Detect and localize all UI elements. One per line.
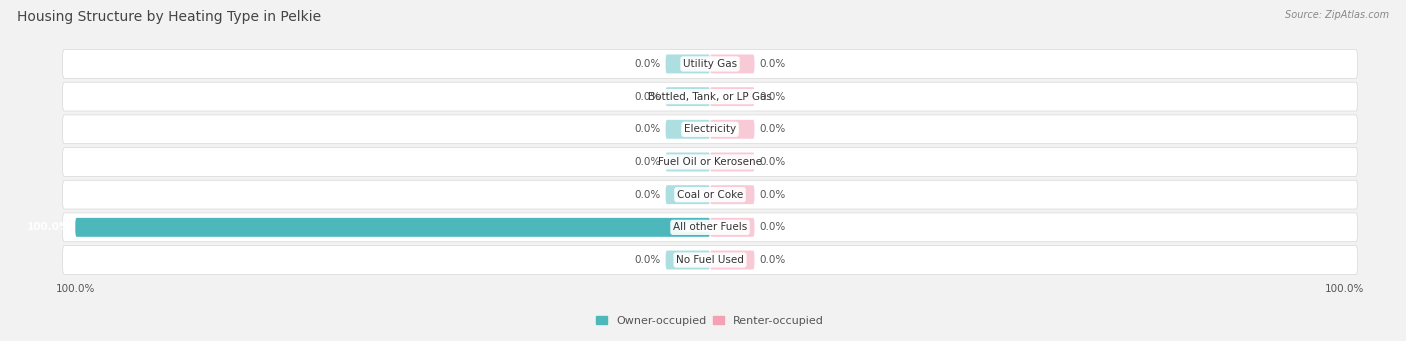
FancyBboxPatch shape (76, 218, 710, 237)
FancyBboxPatch shape (710, 87, 755, 106)
Text: No Fuel Used: No Fuel Used (676, 255, 744, 265)
Text: Coal or Coke: Coal or Coke (676, 190, 744, 199)
Text: 0.0%: 0.0% (634, 190, 661, 199)
FancyBboxPatch shape (682, 256, 738, 264)
Text: 0.0%: 0.0% (759, 59, 786, 69)
FancyBboxPatch shape (682, 60, 738, 68)
FancyBboxPatch shape (682, 125, 738, 134)
FancyBboxPatch shape (63, 213, 1357, 242)
FancyBboxPatch shape (682, 190, 738, 199)
FancyBboxPatch shape (710, 251, 755, 269)
Text: 100.0%: 100.0% (27, 222, 70, 232)
Text: 0.0%: 0.0% (634, 59, 661, 69)
Text: 0.0%: 0.0% (759, 92, 786, 102)
Text: Bottled, Tank, or LP Gas: Bottled, Tank, or LP Gas (648, 92, 772, 102)
Text: 0.0%: 0.0% (634, 255, 661, 265)
FancyBboxPatch shape (63, 49, 1357, 78)
FancyBboxPatch shape (63, 82, 1357, 111)
FancyBboxPatch shape (63, 246, 1357, 275)
Text: Electricity: Electricity (683, 124, 737, 134)
FancyBboxPatch shape (710, 55, 755, 73)
Text: 0.0%: 0.0% (634, 124, 661, 134)
FancyBboxPatch shape (665, 185, 710, 204)
FancyBboxPatch shape (710, 120, 755, 139)
FancyBboxPatch shape (665, 120, 710, 139)
FancyBboxPatch shape (665, 55, 710, 73)
Text: 0.0%: 0.0% (759, 222, 786, 232)
FancyBboxPatch shape (63, 148, 1357, 176)
Text: 0.0%: 0.0% (759, 190, 786, 199)
FancyBboxPatch shape (682, 223, 738, 232)
Legend: Owner-occupied, Renter-occupied: Owner-occupied, Renter-occupied (596, 315, 824, 326)
Text: 0.0%: 0.0% (759, 255, 786, 265)
Text: 0.0%: 0.0% (634, 92, 661, 102)
Text: Source: ZipAtlas.com: Source: ZipAtlas.com (1285, 10, 1389, 20)
Text: Utility Gas: Utility Gas (683, 59, 737, 69)
FancyBboxPatch shape (682, 92, 738, 101)
FancyBboxPatch shape (710, 152, 755, 172)
Text: Housing Structure by Heating Type in Pelkie: Housing Structure by Heating Type in Pel… (17, 10, 321, 24)
Text: 0.0%: 0.0% (634, 157, 661, 167)
Text: Fuel Oil or Kerosene: Fuel Oil or Kerosene (658, 157, 762, 167)
FancyBboxPatch shape (665, 152, 710, 172)
FancyBboxPatch shape (665, 251, 710, 269)
FancyBboxPatch shape (710, 218, 755, 237)
FancyBboxPatch shape (710, 185, 755, 204)
Text: 0.0%: 0.0% (759, 157, 786, 167)
Text: All other Fuels: All other Fuels (673, 222, 747, 232)
FancyBboxPatch shape (63, 180, 1357, 209)
FancyBboxPatch shape (682, 158, 738, 166)
FancyBboxPatch shape (63, 115, 1357, 144)
Text: 0.0%: 0.0% (759, 124, 786, 134)
FancyBboxPatch shape (665, 87, 710, 106)
